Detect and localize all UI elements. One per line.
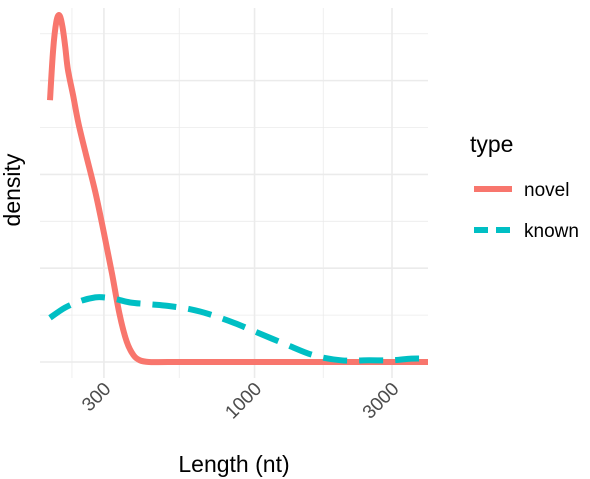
legend-label-known: known — [524, 221, 579, 242]
x-axis-title: Length (nt) — [178, 451, 289, 477]
x-tick-label: 3000 — [359, 379, 404, 424]
series-line-novel — [47, 12, 428, 366]
y-axis-title: density — [0, 153, 25, 226]
legend-label-novel: novel — [524, 180, 569, 201]
legend: type novel known — [470, 131, 579, 242]
x-tick-labels: 300 1000 3000 — [78, 379, 403, 424]
series-lines — [47, 12, 429, 366]
x-tick-label: 1000 — [221, 379, 266, 424]
legend-title: type — [470, 131, 513, 157]
series-line-known — [48, 294, 429, 364]
grid-lines — [40, 8, 428, 378]
x-tick-label: 300 — [78, 379, 115, 416]
